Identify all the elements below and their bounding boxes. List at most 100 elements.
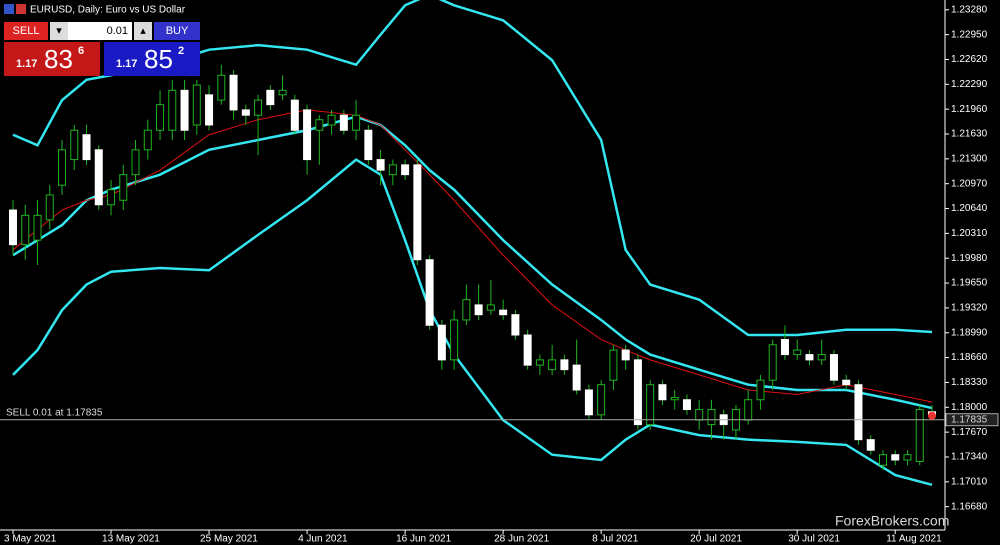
y-tick-label: 1.22950 <box>951 29 988 40</box>
candle-body <box>707 409 716 426</box>
y-tick-label: 1.17340 <box>951 452 988 463</box>
candle-body <box>241 109 250 116</box>
candle-body <box>903 454 912 461</box>
candle-body <box>425 259 434 326</box>
candle-body <box>793 349 802 356</box>
ask-big: 1.17 <box>116 58 138 70</box>
candle-body <box>682 399 691 411</box>
bid-quote[interactable]: 1.17 83 6 <box>4 42 100 76</box>
candle-body <box>499 309 508 316</box>
y-tick-label: 1.20640 <box>951 203 988 214</box>
candle-body <box>21 214 30 246</box>
candle-body <box>229 74 238 111</box>
y-tick-label: 1.18000 <box>951 402 988 413</box>
y-tick-label: 1.22620 <box>951 54 988 65</box>
y-tick-label: 1.20970 <box>951 178 988 189</box>
y-tick-label: 1.20310 <box>951 228 988 239</box>
x-tick-label: 13 May 2021 <box>102 534 160 545</box>
y-tick-label: 1.16680 <box>951 501 988 512</box>
y-tick-label: 1.19650 <box>951 278 988 289</box>
trade-panel: SELL ▾ 0.01 ▴ BUY 1.17 83 6 1.17 85 2 <box>4 22 200 76</box>
candle-body <box>254 99 263 116</box>
candle-body <box>376 159 385 171</box>
candle-body <box>891 454 900 461</box>
candle-body <box>58 149 67 186</box>
volume-input[interactable]: 0.01 <box>68 22 132 40</box>
x-tick-label: 25 May 2021 <box>200 534 258 545</box>
y-tick-label: 1.18330 <box>951 377 988 388</box>
y-tick-label: 1.22290 <box>951 79 988 90</box>
candle-body <box>572 364 581 391</box>
bid-main: 83 <box>44 44 73 74</box>
candle-body <box>878 454 887 466</box>
y-tick-label: 1.23280 <box>951 4 988 15</box>
y-tick-label: 1.21630 <box>951 129 988 140</box>
candle-body <box>780 339 789 356</box>
x-tick-label: 8 Jul 2021 <box>592 534 639 545</box>
candle-body <box>82 134 91 161</box>
order-marker <box>928 411 936 420</box>
candle-body <box>192 84 201 126</box>
candle-body <box>303 109 312 161</box>
candle-body <box>866 439 875 451</box>
candle-body <box>817 354 826 361</box>
y-tick-label: 1.21960 <box>951 104 988 115</box>
candle-body <box>168 89 177 131</box>
candle-body <box>94 149 103 206</box>
price-box <box>945 413 999 427</box>
candle-body <box>327 114 336 126</box>
x-tick-label: 3 May 2021 <box>4 534 57 545</box>
candle-body <box>633 359 642 426</box>
order-label: SELL 0.01 at 1.17835 <box>6 407 103 418</box>
candle-body <box>339 114 348 131</box>
y-tick-label: 1.18660 <box>951 352 988 363</box>
candle-body <box>842 379 851 386</box>
candle-body <box>915 409 924 462</box>
candle-body <box>131 149 140 176</box>
bid-big: 1.17 <box>16 58 38 70</box>
candle-body <box>462 299 471 321</box>
y-tick-label: 1.17670 <box>951 427 988 438</box>
candle-body <box>217 74 226 101</box>
icon <box>4 4 14 14</box>
ask-small: 2 <box>178 45 185 57</box>
candle-body <box>511 314 520 336</box>
candle-body <box>45 194 54 221</box>
plot <box>9 0 936 487</box>
y-tick-label: 1.18990 <box>951 327 988 338</box>
candle-body <box>266 89 275 106</box>
candle-body <box>119 174 128 201</box>
decrease-button[interactable]: ▾ <box>50 22 68 40</box>
candle-body <box>315 119 324 131</box>
candle-body <box>70 129 79 161</box>
candle-body <box>658 384 667 401</box>
x-tick-label: 28 Jun 2021 <box>494 534 549 545</box>
candle-body <box>597 384 606 416</box>
candle-body <box>621 349 630 361</box>
candle-body <box>756 379 765 401</box>
x-tick-label: 4 Jun 2021 <box>298 534 348 545</box>
candle-body <box>486 304 495 311</box>
y-tick-label: 1.21300 <box>951 153 988 164</box>
watermark: ForexBrokers.com <box>835 513 949 529</box>
buy-button[interactable]: BUY <box>154 22 200 40</box>
candle-body <box>205 94 214 126</box>
candle-body <box>695 409 704 421</box>
candle-body <box>33 214 42 241</box>
candle-body <box>156 104 165 131</box>
x-tick-label: 16 Jun 2021 <box>396 534 451 545</box>
candle-body <box>401 164 410 176</box>
x-tick-label: 20 Jul 2021 <box>690 534 742 545</box>
candle-body <box>584 389 593 416</box>
candle-body <box>180 89 189 131</box>
candle-body <box>560 359 569 371</box>
sell-button[interactable]: SELL <box>4 22 48 40</box>
candle-body <box>278 89 287 96</box>
y-tick-label: 1.17010 <box>951 476 988 487</box>
ask-quote[interactable]: 1.17 85 2 <box>104 42 200 76</box>
candle-body <box>646 384 655 426</box>
increase-button[interactable]: ▴ <box>134 22 152 40</box>
